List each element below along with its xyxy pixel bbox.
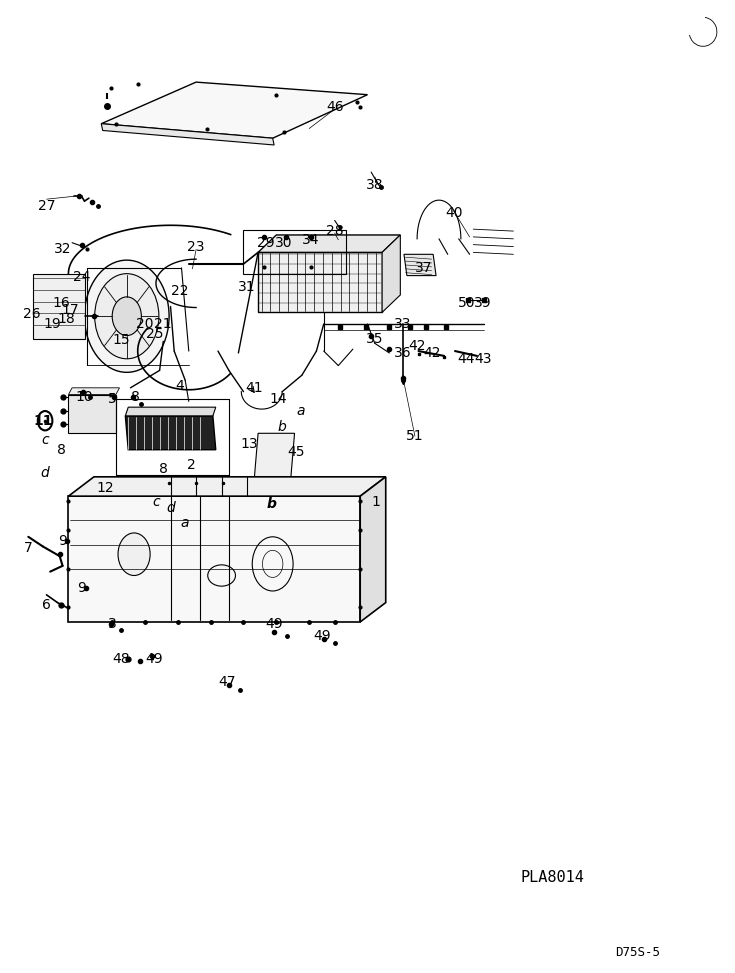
Text: 32: 32 [54,242,71,257]
Polygon shape [68,388,120,395]
Polygon shape [254,433,295,477]
Text: 51: 51 [406,429,423,443]
Text: 38: 38 [366,178,384,192]
Text: b: b [277,419,286,434]
Text: 2: 2 [187,458,196,472]
Text: 29: 29 [257,235,274,250]
Polygon shape [126,415,216,450]
Text: c: c [152,495,159,509]
Text: 24: 24 [73,270,90,283]
Text: 4: 4 [175,378,184,393]
Text: 9: 9 [58,533,67,548]
Text: 21: 21 [154,317,172,331]
Text: 17: 17 [62,304,79,317]
Text: 15: 15 [112,334,130,347]
Text: 40: 40 [445,205,462,220]
Text: 28: 28 [326,224,343,238]
Polygon shape [101,82,368,138]
Text: 11: 11 [33,414,53,428]
Polygon shape [68,395,116,433]
Text: 43: 43 [474,352,492,366]
Text: 12: 12 [96,482,114,495]
Polygon shape [68,477,386,496]
Text: 10: 10 [76,390,93,405]
Text: 3: 3 [108,617,117,631]
Text: 8: 8 [159,462,168,476]
Text: PLA8014: PLA8014 [520,870,584,885]
Text: a: a [296,404,304,418]
Text: 6: 6 [42,597,51,611]
Text: 16: 16 [52,296,70,309]
Text: 49: 49 [146,652,163,666]
Text: 34: 34 [302,233,319,247]
Text: 47: 47 [219,675,236,689]
Text: 44: 44 [457,352,475,366]
Circle shape [95,273,159,359]
Text: 46: 46 [326,100,343,114]
Text: 48: 48 [112,652,130,666]
Polygon shape [382,234,401,312]
Text: c: c [41,433,49,447]
Text: 45: 45 [287,445,305,458]
Text: 39: 39 [474,296,492,309]
Circle shape [112,297,141,336]
Circle shape [85,260,169,373]
Text: 19: 19 [43,317,61,331]
Text: d: d [40,466,49,480]
Text: 35: 35 [366,333,384,346]
Text: 20: 20 [135,317,153,331]
Text: b: b [266,497,276,511]
Text: 13: 13 [240,437,258,450]
Text: a: a [181,517,190,530]
Text: 49: 49 [313,630,331,643]
Text: d: d [166,501,175,515]
Polygon shape [258,252,382,312]
Polygon shape [33,273,85,340]
Text: 14: 14 [270,392,287,407]
Text: 37: 37 [415,261,432,274]
Text: 22: 22 [171,284,188,298]
Polygon shape [101,124,274,145]
Text: 9: 9 [77,581,86,595]
Polygon shape [404,254,436,275]
Text: 42: 42 [423,346,440,360]
Text: 25: 25 [146,327,163,341]
Text: 31: 31 [238,280,256,294]
Text: 5: 5 [108,392,117,407]
Text: 23: 23 [187,239,205,254]
Text: 26: 26 [23,307,40,321]
Text: 8: 8 [131,390,140,405]
Text: 33: 33 [394,317,412,331]
Polygon shape [126,407,216,415]
Text: 27: 27 [37,198,55,213]
Polygon shape [258,234,401,252]
Text: 1: 1 [372,495,381,509]
Text: D75S-5: D75S-5 [615,946,660,958]
Text: 30: 30 [275,235,293,250]
Text: 8: 8 [57,443,65,456]
Circle shape [118,533,150,575]
Text: 7: 7 [24,541,32,556]
Text: 41: 41 [245,380,263,395]
Text: 36: 36 [394,346,412,360]
Text: 42: 42 [409,340,426,353]
Polygon shape [360,477,386,622]
Text: 18: 18 [57,312,75,326]
Text: 50: 50 [458,296,476,309]
Polygon shape [68,496,360,622]
Text: 49: 49 [265,617,283,631]
